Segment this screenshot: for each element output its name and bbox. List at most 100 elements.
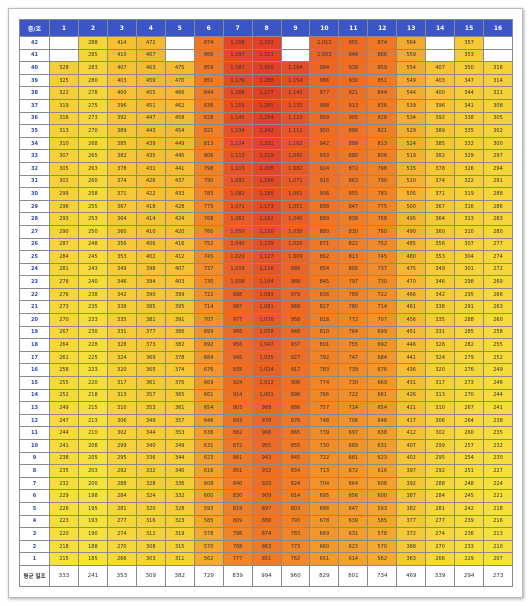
cell: 932 bbox=[251, 464, 282, 478]
cell: 374 bbox=[425, 174, 456, 189]
cell: 927 bbox=[280, 350, 311, 365]
cell: 399 bbox=[164, 287, 195, 302]
cell: 616 bbox=[193, 464, 224, 478]
cell: 1,288 bbox=[251, 73, 282, 88]
cell: 364 bbox=[425, 212, 456, 226]
cell: 472 bbox=[135, 36, 166, 50]
cell: 394 bbox=[135, 275, 166, 289]
cell: 1,082 bbox=[280, 161, 311, 176]
cell: 798 bbox=[222, 527, 253, 541]
data-row: 17 261 225 324 369 378 684 945 1,035 927 792 747 684… bbox=[19, 350, 513, 365]
cell: 392 bbox=[106, 111, 137, 126]
cell: 291 bbox=[483, 174, 513, 189]
cell: 623 bbox=[367, 451, 398, 466]
cell: 1,113 bbox=[222, 149, 253, 163]
cell: 882 bbox=[222, 426, 253, 440]
data-row: 24 281 243 349 398 407 737 1,019 1,116 999 854 805 7… bbox=[19, 262, 513, 277]
cell: 945 bbox=[222, 350, 253, 365]
cell: 855 bbox=[338, 187, 369, 201]
data-row: 33 307 265 382 435 445 806 1,113 1,219 1,092 933 88… bbox=[19, 149, 513, 163]
cell: 524 bbox=[396, 136, 427, 151]
cell: 1,133 bbox=[280, 98, 311, 113]
cell: 704 bbox=[309, 476, 340, 491]
cell: 283 bbox=[77, 61, 108, 75]
cell: 410 bbox=[135, 224, 166, 239]
cell: 361 bbox=[164, 401, 195, 415]
cell: 987 bbox=[222, 300, 253, 315]
cell: 747 bbox=[338, 350, 369, 365]
cell: 207 bbox=[483, 552, 513, 566]
cell: 244 bbox=[483, 388, 513, 403]
cell: 392 bbox=[425, 111, 456, 126]
cell: 840 bbox=[222, 476, 253, 491]
cell: 1,265 bbox=[251, 98, 282, 113]
cell: 886 bbox=[280, 401, 311, 415]
data-row: 41 285 410 467 866 1,197 1,311 1,003 946 866 559 35… bbox=[19, 48, 513, 63]
row-label: 4 bbox=[19, 514, 50, 529]
cell bbox=[49, 36, 79, 50]
cell: 251 bbox=[454, 464, 485, 478]
cell: 331 bbox=[106, 325, 137, 340]
cell: 402 bbox=[396, 451, 427, 466]
cell: 639 bbox=[338, 514, 369, 529]
cell: 570 bbox=[367, 539, 398, 554]
cell: 1,154 bbox=[280, 73, 311, 88]
cell: 1,051 bbox=[280, 199, 311, 214]
data-row: 23 278 240 346 394 403 730 1,008 1,104 989 845 797 7… bbox=[19, 275, 513, 289]
column-header: 1 bbox=[49, 19, 79, 37]
cell: 252 bbox=[483, 350, 513, 365]
cell: 1,030 bbox=[280, 224, 311, 239]
cell: 365 bbox=[164, 388, 195, 403]
cell: 338 bbox=[425, 300, 456, 315]
cell: 1,001 bbox=[251, 388, 282, 403]
row-label: 31 bbox=[19, 174, 50, 189]
cell: 288 bbox=[454, 313, 485, 327]
cell: 783 bbox=[367, 187, 398, 201]
cell: 600 bbox=[367, 489, 398, 503]
cell: 439 bbox=[135, 136, 166, 151]
cell: 862 bbox=[309, 250, 340, 264]
cell: 193 bbox=[77, 514, 108, 529]
cell: 461 bbox=[396, 300, 427, 315]
cell: 692 bbox=[367, 338, 398, 352]
cell: 730 bbox=[193, 275, 224, 289]
cell: 295 bbox=[106, 451, 137, 466]
data-row: 35 313 270 389 443 454 821 1,134 1,242 1,112 950 89… bbox=[19, 124, 513, 138]
cell: 322 bbox=[49, 86, 79, 100]
cell: 866 bbox=[367, 48, 398, 63]
cell: 706 bbox=[338, 413, 369, 428]
cell: 229 bbox=[454, 552, 485, 566]
column-header: 11 bbox=[338, 19, 369, 37]
cell: 958 bbox=[280, 313, 311, 327]
footer-cell: 469 bbox=[396, 564, 427, 587]
cell: 402 bbox=[135, 250, 166, 264]
cell: 874 bbox=[367, 36, 398, 50]
cell: 257 bbox=[454, 439, 485, 453]
cell: 470 bbox=[164, 73, 195, 88]
cell: 946 bbox=[338, 48, 369, 63]
cell: 344 bbox=[454, 86, 485, 100]
cell: 344 bbox=[164, 451, 195, 466]
data-row: 31 302 260 374 426 437 790 1,092 1,196 1,071 915 86… bbox=[19, 174, 513, 189]
cell: 374 bbox=[106, 174, 137, 189]
cell: 510 bbox=[396, 174, 427, 189]
cell: 851 bbox=[222, 464, 253, 478]
footer-cell: 829 bbox=[309, 564, 340, 587]
cell: 403 bbox=[425, 73, 456, 88]
cell: 585 bbox=[367, 514, 398, 529]
cell: 361 bbox=[135, 376, 166, 390]
cell: 814 bbox=[280, 489, 311, 503]
cell: 854 bbox=[309, 262, 340, 277]
cell: 1,166 bbox=[222, 86, 253, 100]
cell: 407 bbox=[396, 439, 427, 453]
cell bbox=[280, 36, 311, 50]
cell: 238 bbox=[49, 451, 79, 466]
cell: 451 bbox=[396, 325, 427, 340]
cell: 801 bbox=[309, 338, 340, 352]
cell: 263 bbox=[77, 161, 108, 176]
cell: 943 bbox=[251, 451, 282, 466]
cell: 813 bbox=[338, 250, 369, 264]
cell: 283 bbox=[483, 212, 513, 226]
cell: 328 bbox=[164, 501, 195, 516]
column-header: 8 bbox=[251, 19, 282, 37]
